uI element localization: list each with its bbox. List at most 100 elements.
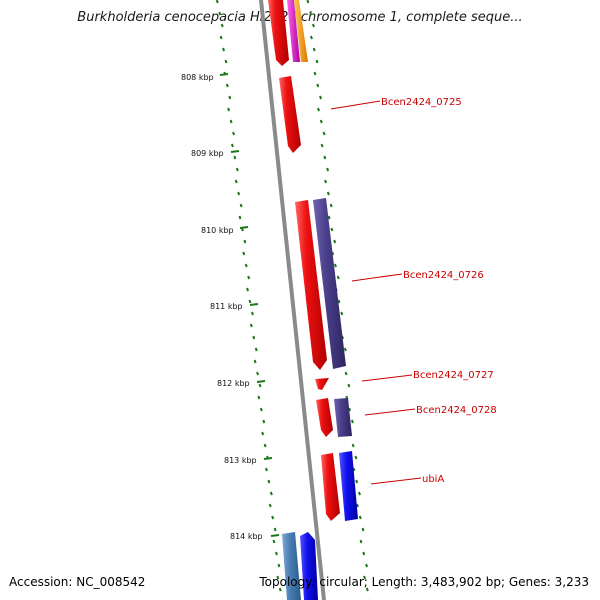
- gc-skew-dash: [365, 587, 369, 592]
- gc-skew-dash: [261, 431, 265, 436]
- gc-skew-dash: [354, 455, 358, 460]
- chromosome-backbone: [259, 0, 326, 600]
- accession-text: Accession: NC_008542: [9, 575, 146, 589]
- gc-skew-dash: [244, 263, 248, 268]
- feature-bcen2424-0726-red[interactable]: [295, 200, 327, 370]
- gc-skew-dash: [326, 167, 330, 172]
- gene-label-bcen2424-0725[interactable]: Bcen2424_0725: [381, 97, 462, 108]
- ruler-label-812: 812 kbp: [217, 379, 250, 388]
- gc-skew-dash: [248, 299, 252, 304]
- feature-bcen2424-0728-red[interactable]: [316, 398, 333, 437]
- gc-skew-dash: [224, 59, 228, 64]
- ruler-811: 811 kbp: [210, 302, 259, 311]
- gc-skew-dash: [327, 215, 331, 220]
- gc-skew-dash: [259, 407, 263, 412]
- ruler-810: 810 kbp: [201, 226, 249, 235]
- gc-skew-dash: [268, 503, 272, 508]
- feature-top-orange[interactable]: [294, 0, 308, 62]
- gc-skew-dash: [267, 479, 271, 484]
- gc-skew-dash: [256, 371, 260, 376]
- ruler-label-811: 811 kbp: [210, 302, 243, 311]
- gc-skew-dash: [340, 311, 344, 316]
- gc-skew-dash: [350, 419, 354, 424]
- gc-skew-dash: [351, 443, 355, 448]
- gc-skew-dash: [230, 143, 234, 148]
- gc-skew-dash: [312, 47, 316, 52]
- feature-bcen2424-0727[interactable]: [315, 378, 329, 390]
- gc-skew-dash: [356, 503, 359, 508]
- ruler-812: 812 kbp: [217, 379, 266, 388]
- gc-skew-dash: [233, 155, 237, 160]
- gc-skew-dash: [246, 287, 249, 292]
- gc-skew-track-right: [306, 0, 371, 600]
- gc-skew-dash: [242, 251, 246, 256]
- gc-skew-dash: [253, 359, 257, 364]
- gene-label-ubia[interactable]: ubiA: [422, 474, 444, 485]
- ruler-label-813: 813 kbp: [224, 456, 257, 465]
- gc-skew-dash: [269, 491, 273, 496]
- feature-bcen2424-0726-purple[interactable]: [313, 198, 346, 369]
- gc-skew-dash: [228, 95, 232, 100]
- gc-skew-dash: [358, 491, 361, 496]
- feature-ubia-blue[interactable]: [339, 451, 358, 521]
- ruler-label-808: 808 kbp: [181, 73, 214, 82]
- gc-skew-dash: [359, 539, 363, 544]
- gc-skew-dash: [344, 371, 348, 376]
- gc-skew-dash: [337, 299, 341, 304]
- feature-bcen2424-0725[interactable]: [279, 76, 301, 153]
- gc-skew-dash: [362, 551, 366, 556]
- gc-skew-dash: [222, 47, 225, 52]
- gc-skew-dash: [254, 347, 258, 352]
- gc-skew-dash: [219, 35, 223, 40]
- feature-top-red[interactable]: [268, 0, 289, 66]
- feature-bottom-blue[interactable]: [300, 532, 318, 600]
- gc-skew-dash: [232, 131, 236, 136]
- gc-skew-dash: [306, 0, 310, 4]
- gene-label-bcen2424-0727[interactable]: Bcen2424_0727: [413, 370, 494, 381]
- gc-skew-dash: [258, 383, 262, 388]
- gc-skew-dash: [312, 23, 315, 28]
- feature-ubia-red[interactable]: [321, 453, 340, 521]
- gc-skew-dash: [252, 335, 256, 340]
- gc-skew-dash: [309, 11, 313, 16]
- feature-top-magenta[interactable]: [287, 0, 300, 62]
- gene-label-group-0725[interactable]: Bcen2424_0725: [330, 97, 462, 110]
- gene-label-bcen2424-0726[interactable]: Bcen2424_0726: [403, 270, 484, 281]
- ruler-label-809: 809 kbp: [191, 149, 224, 158]
- ruler-814: 814 kbp: [230, 532, 280, 541]
- gc-skew-dash: [329, 203, 333, 208]
- gc-skew-dash: [334, 263, 337, 268]
- gc-skew-dash: [365, 563, 369, 568]
- ruler-label-810: 810 kbp: [201, 226, 234, 235]
- gc-skew-dash: [251, 311, 254, 316]
- gc-skew-dash: [215, 0, 219, 4]
- gc-skew-dash: [315, 59, 319, 64]
- ruler-813: 813 kbp: [224, 456, 273, 465]
- gene-label-group-0727[interactable]: Bcen2424_0727: [361, 370, 494, 382]
- gc-skew-dash: [263, 443, 267, 448]
- gc-skew-dash: [319, 95, 322, 100]
- gc-skew-dash: [313, 71, 317, 76]
- gc-skew-dash: [273, 527, 277, 532]
- gene-label-bcen2424-0728[interactable]: Bcen2424_0728: [416, 405, 497, 416]
- ruler-label-814: 814 kbp: [230, 532, 263, 541]
- gc-skew-dash: [348, 407, 352, 412]
- gc-skew-dash: [278, 587, 282, 592]
- gc-skew-dash: [262, 419, 266, 424]
- gc-skew-dash: [319, 119, 323, 124]
- gc-skew-dash: [275, 551, 278, 556]
- gene-label-group-0728[interactable]: Bcen2424_0728: [364, 405, 497, 416]
- feature-bottom-steel[interactable]: [282, 532, 301, 600]
- gc-skew-dash: [264, 467, 268, 472]
- gc-skew-dash: [227, 107, 231, 112]
- gc-skew-dash: [247, 275, 251, 280]
- gc-skew-dash: [326, 191, 330, 196]
- gene-label-group-ubia[interactable]: ubiA: [370, 474, 444, 485]
- gc-skew-dash: [272, 539, 276, 544]
- gc-skew-dash: [238, 215, 242, 220]
- gene-label-group-0726[interactable]: Bcen2424_0726: [351, 270, 484, 282]
- gc-skew-dash: [336, 275, 340, 280]
- gc-skew-track-left: [215, 0, 284, 600]
- gc-skew-dash: [276, 575, 280, 580]
- feature-bcen2424-0728-purple[interactable]: [334, 398, 352, 437]
